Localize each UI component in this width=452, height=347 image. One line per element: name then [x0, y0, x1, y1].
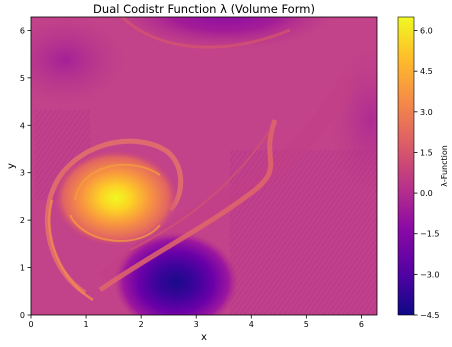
y-tick-label: 0: [20, 311, 25, 320]
y-tick-label: 3: [20, 169, 25, 178]
colorbar-tick-label: 4.5: [420, 67, 433, 76]
colorbar: [397, 16, 415, 316]
heatmap-plot-area: [31, 17, 377, 315]
colorbar-tick-label: −1.5: [420, 230, 439, 239]
heatmap-spiral-arm: [44, 138, 184, 296]
y-tick-label: 5: [20, 74, 25, 83]
heatmap-maximum: [54, 150, 178, 246]
y-tick-label: 4: [20, 121, 25, 130]
x-tick-label: 4: [249, 320, 254, 329]
colorbar-tick-label: −4.5: [420, 311, 439, 320]
colorbar-tick-label: −3.0: [420, 270, 439, 279]
heatmap-filament: [98, 119, 278, 293]
x-axis-label: x: [201, 332, 207, 343]
heatmap-spiral-arm-inner: [48, 199, 94, 302]
colorbar-label: λ-Function: [440, 145, 449, 187]
x-tick-label: 1: [84, 320, 89, 329]
x-tick-label: 3: [194, 320, 199, 329]
y-axis-ticks: 0 1 2 3 4 5 6: [20, 26, 31, 320]
heatmap-ring-upper: [74, 163, 161, 201]
y-tick-label: 1: [20, 264, 25, 273]
x-tick-label: 6: [359, 320, 364, 329]
heatmap-ring-lower: [69, 214, 161, 242]
x-axis-ticks: 0 1 2 3 4 5 6: [28, 315, 364, 329]
plot-frame: [30, 16, 378, 316]
heatmap-filament-secondary: [129, 129, 271, 251]
colorbar-ticks: −4.5 −3.0 −1.5 0.0 1.5 3.0 4.5 6.0: [414, 27, 439, 320]
heatmap-arc-top: [119, 17, 291, 49]
x-tick-label: 2: [139, 320, 144, 329]
colorbar-tick-label: 1.5: [420, 148, 433, 157]
y-tick-label: 6: [20, 26, 25, 35]
colorbar-tick-label: 0.0: [420, 189, 433, 198]
x-tick-label: 5: [304, 320, 309, 329]
y-tick-label: 2: [20, 216, 25, 225]
chart-title: Dual Codistr Function λ (Volume Form): [93, 2, 315, 16]
y-axis-label: y: [6, 163, 17, 169]
colorbar-tick-label: 3.0: [420, 108, 433, 117]
x-tick-label: 0: [28, 320, 33, 329]
colorbar-tick-label: 6.0: [420, 27, 433, 36]
heatmap-minimum: [114, 232, 238, 315]
heatmap-lobe-upper-left: [31, 17, 125, 105]
